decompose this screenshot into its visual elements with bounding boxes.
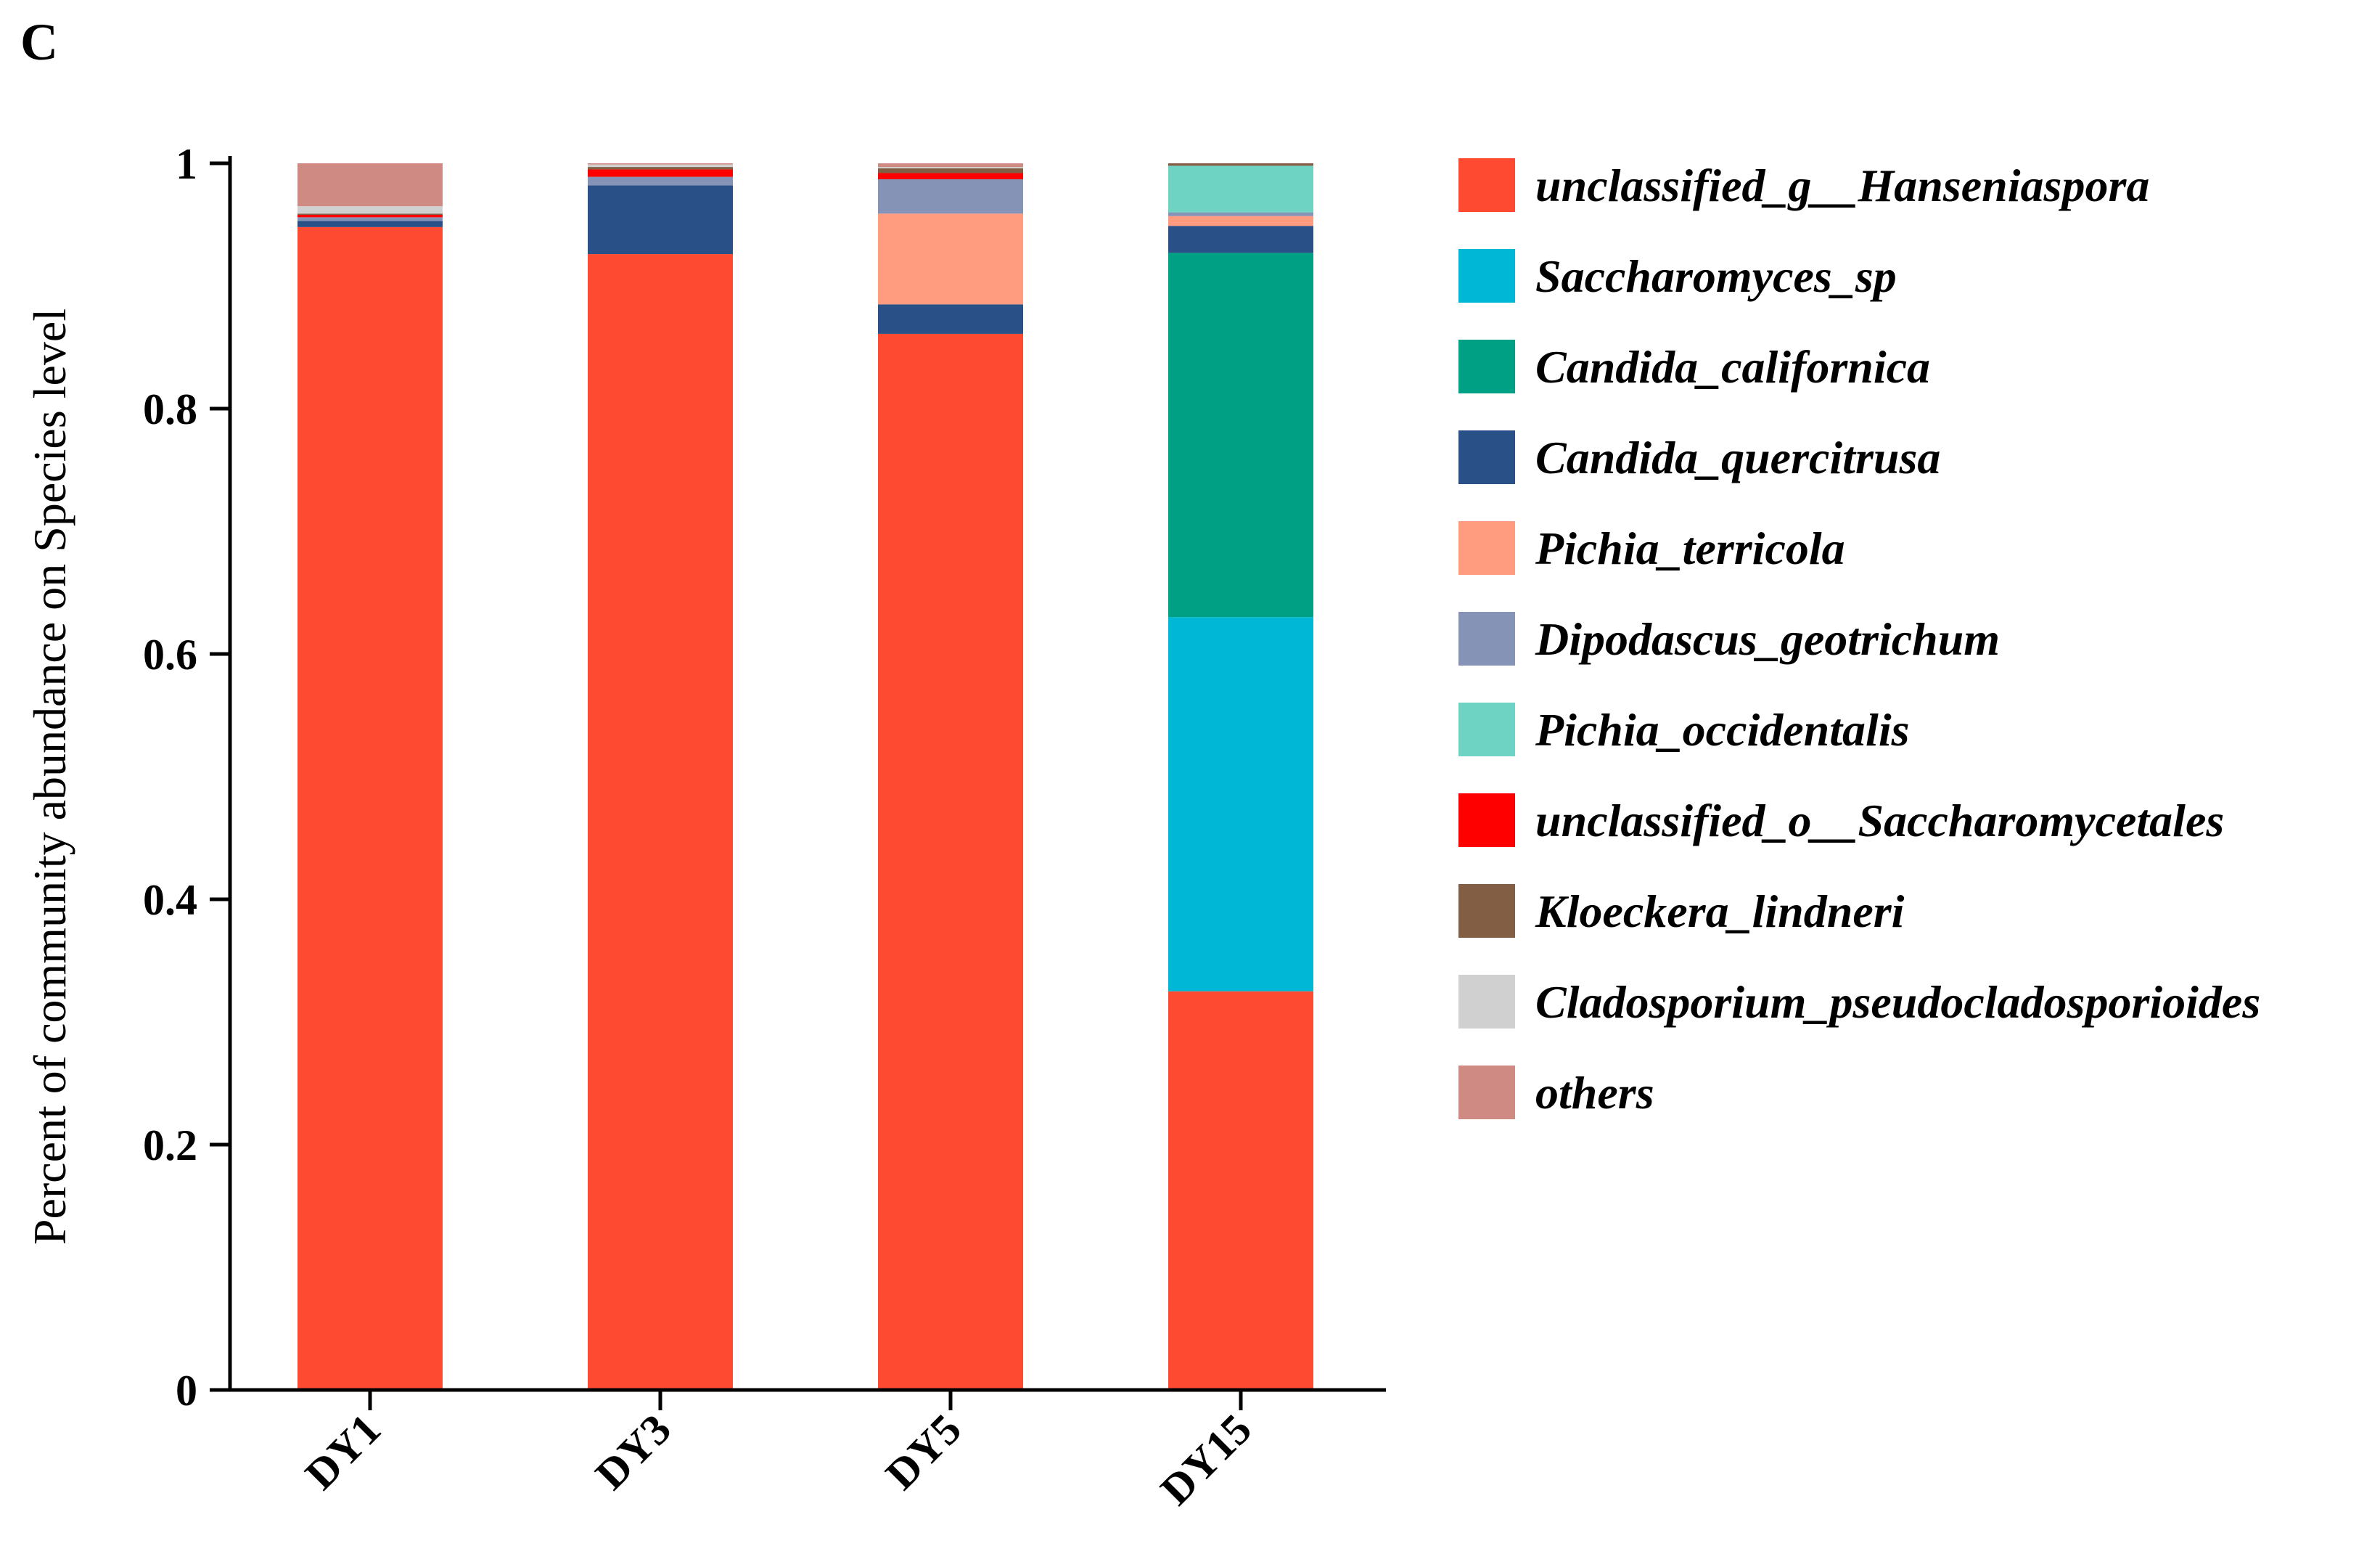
bar-segment-dy5-6 <box>878 179 1023 214</box>
x-tick-label: DY5 <box>877 1405 970 1499</box>
x-tick-label: DY1 <box>296 1405 390 1499</box>
legend-swatch <box>1458 703 1515 756</box>
panel-label: C <box>20 13 58 71</box>
bar-segment-dy15-9 <box>1168 163 1313 166</box>
x-tick-label: DY3 <box>586 1405 680 1499</box>
bar-segment-dy15-3 <box>1168 253 1313 618</box>
bar-segment-dy1-10 <box>298 206 443 214</box>
bar-segment-dy5-5 <box>878 213 1023 305</box>
bar-segment-dy15-2 <box>1168 617 1313 991</box>
legend-swatch <box>1458 249 1515 303</box>
bar-segment-dy3-10 <box>588 164 733 168</box>
y-axis-title: Percent of community abundance on Specie… <box>24 308 75 1245</box>
y-tick-label: 0.6 <box>143 631 197 679</box>
legend-label: Candida_quercitrusa <box>1535 432 1940 483</box>
bar-segment-dy15-4 <box>1168 226 1313 253</box>
bar-segment-dy3-6 <box>588 176 733 186</box>
bar-segment-dy1-8 <box>298 214 443 218</box>
bar-segment-dy3-4 <box>588 185 733 255</box>
y-tick-label: 0 <box>176 1367 197 1415</box>
bar-segment-dy5-8 <box>878 173 1023 179</box>
bar-segment-dy3-8 <box>588 169 733 177</box>
bar-segment-dy1-11 <box>298 163 443 207</box>
legend: unclassified_g__Hanseniaspora Saccharomyc… <box>1458 158 2260 1119</box>
legend-label: unclassified_o__Saccharomycetales <box>1535 795 2224 846</box>
legend-swatch <box>1458 158 1515 212</box>
bar-segment-dy5-1 <box>878 333 1023 1390</box>
bar-segment-dy3-1 <box>588 254 733 1390</box>
legend-swatch <box>1458 884 1515 938</box>
y-tick-label: 0.2 <box>143 1121 197 1169</box>
bar-segment-dy1-4 <box>298 221 443 227</box>
bar-segment-dy3-11 <box>588 163 733 165</box>
legend-swatch <box>1458 612 1515 666</box>
legend-swatch <box>1458 340 1515 393</box>
bar-segment-dy15-6 <box>1168 212 1313 216</box>
bar-segment-dy5-9 <box>878 168 1023 173</box>
bar-segment-dy1-1 <box>298 226 443 1390</box>
legend-label: others <box>1535 1067 1654 1119</box>
legend-label: Kloeckera_lindneri <box>1535 886 1905 937</box>
legend-swatch <box>1458 1066 1515 1119</box>
bar-segment-dy15-5 <box>1168 216 1313 226</box>
bar-segment-dy5-10 <box>878 167 1023 168</box>
bar-segment-dy5-11 <box>878 163 1023 168</box>
legend-label: unclassified_g__Hanseniaspora <box>1535 160 2149 211</box>
y-tick-label: 1 <box>176 140 197 188</box>
legend-swatch <box>1458 430 1515 484</box>
legend-swatch <box>1458 521 1515 575</box>
bar-segment-dy1-9 <box>298 213 443 215</box>
bar-segment-dy15-1 <box>1168 991 1313 1390</box>
legend-swatch <box>1458 975 1515 1028</box>
legend-label: Pichia_occidentalis <box>1535 704 1910 756</box>
legend-label: Candida_californica <box>1535 341 1930 393</box>
legend-label: Saccharomyces_sp <box>1535 250 1897 302</box>
legend-label: Pichia_terricola <box>1535 523 1845 574</box>
y-tick-label: 0.4 <box>143 876 197 924</box>
y-tick-label: 0.8 <box>143 385 197 433</box>
legend-label: Cladosporium_pseudocladosporioides <box>1535 976 2260 1028</box>
legend-swatch <box>1458 793 1515 847</box>
bar-segment-dy1-6 <box>298 217 443 221</box>
bar-segment-dy3-9 <box>588 167 733 170</box>
bar-segment-dy5-4 <box>878 304 1023 334</box>
x-tick-label: DY15 <box>1152 1405 1260 1514</box>
legend-label: Dipodascus_geotrichum <box>1535 613 2000 665</box>
bars-group <box>298 163 1313 1390</box>
bar-segment-dy15-7 <box>1168 165 1313 213</box>
